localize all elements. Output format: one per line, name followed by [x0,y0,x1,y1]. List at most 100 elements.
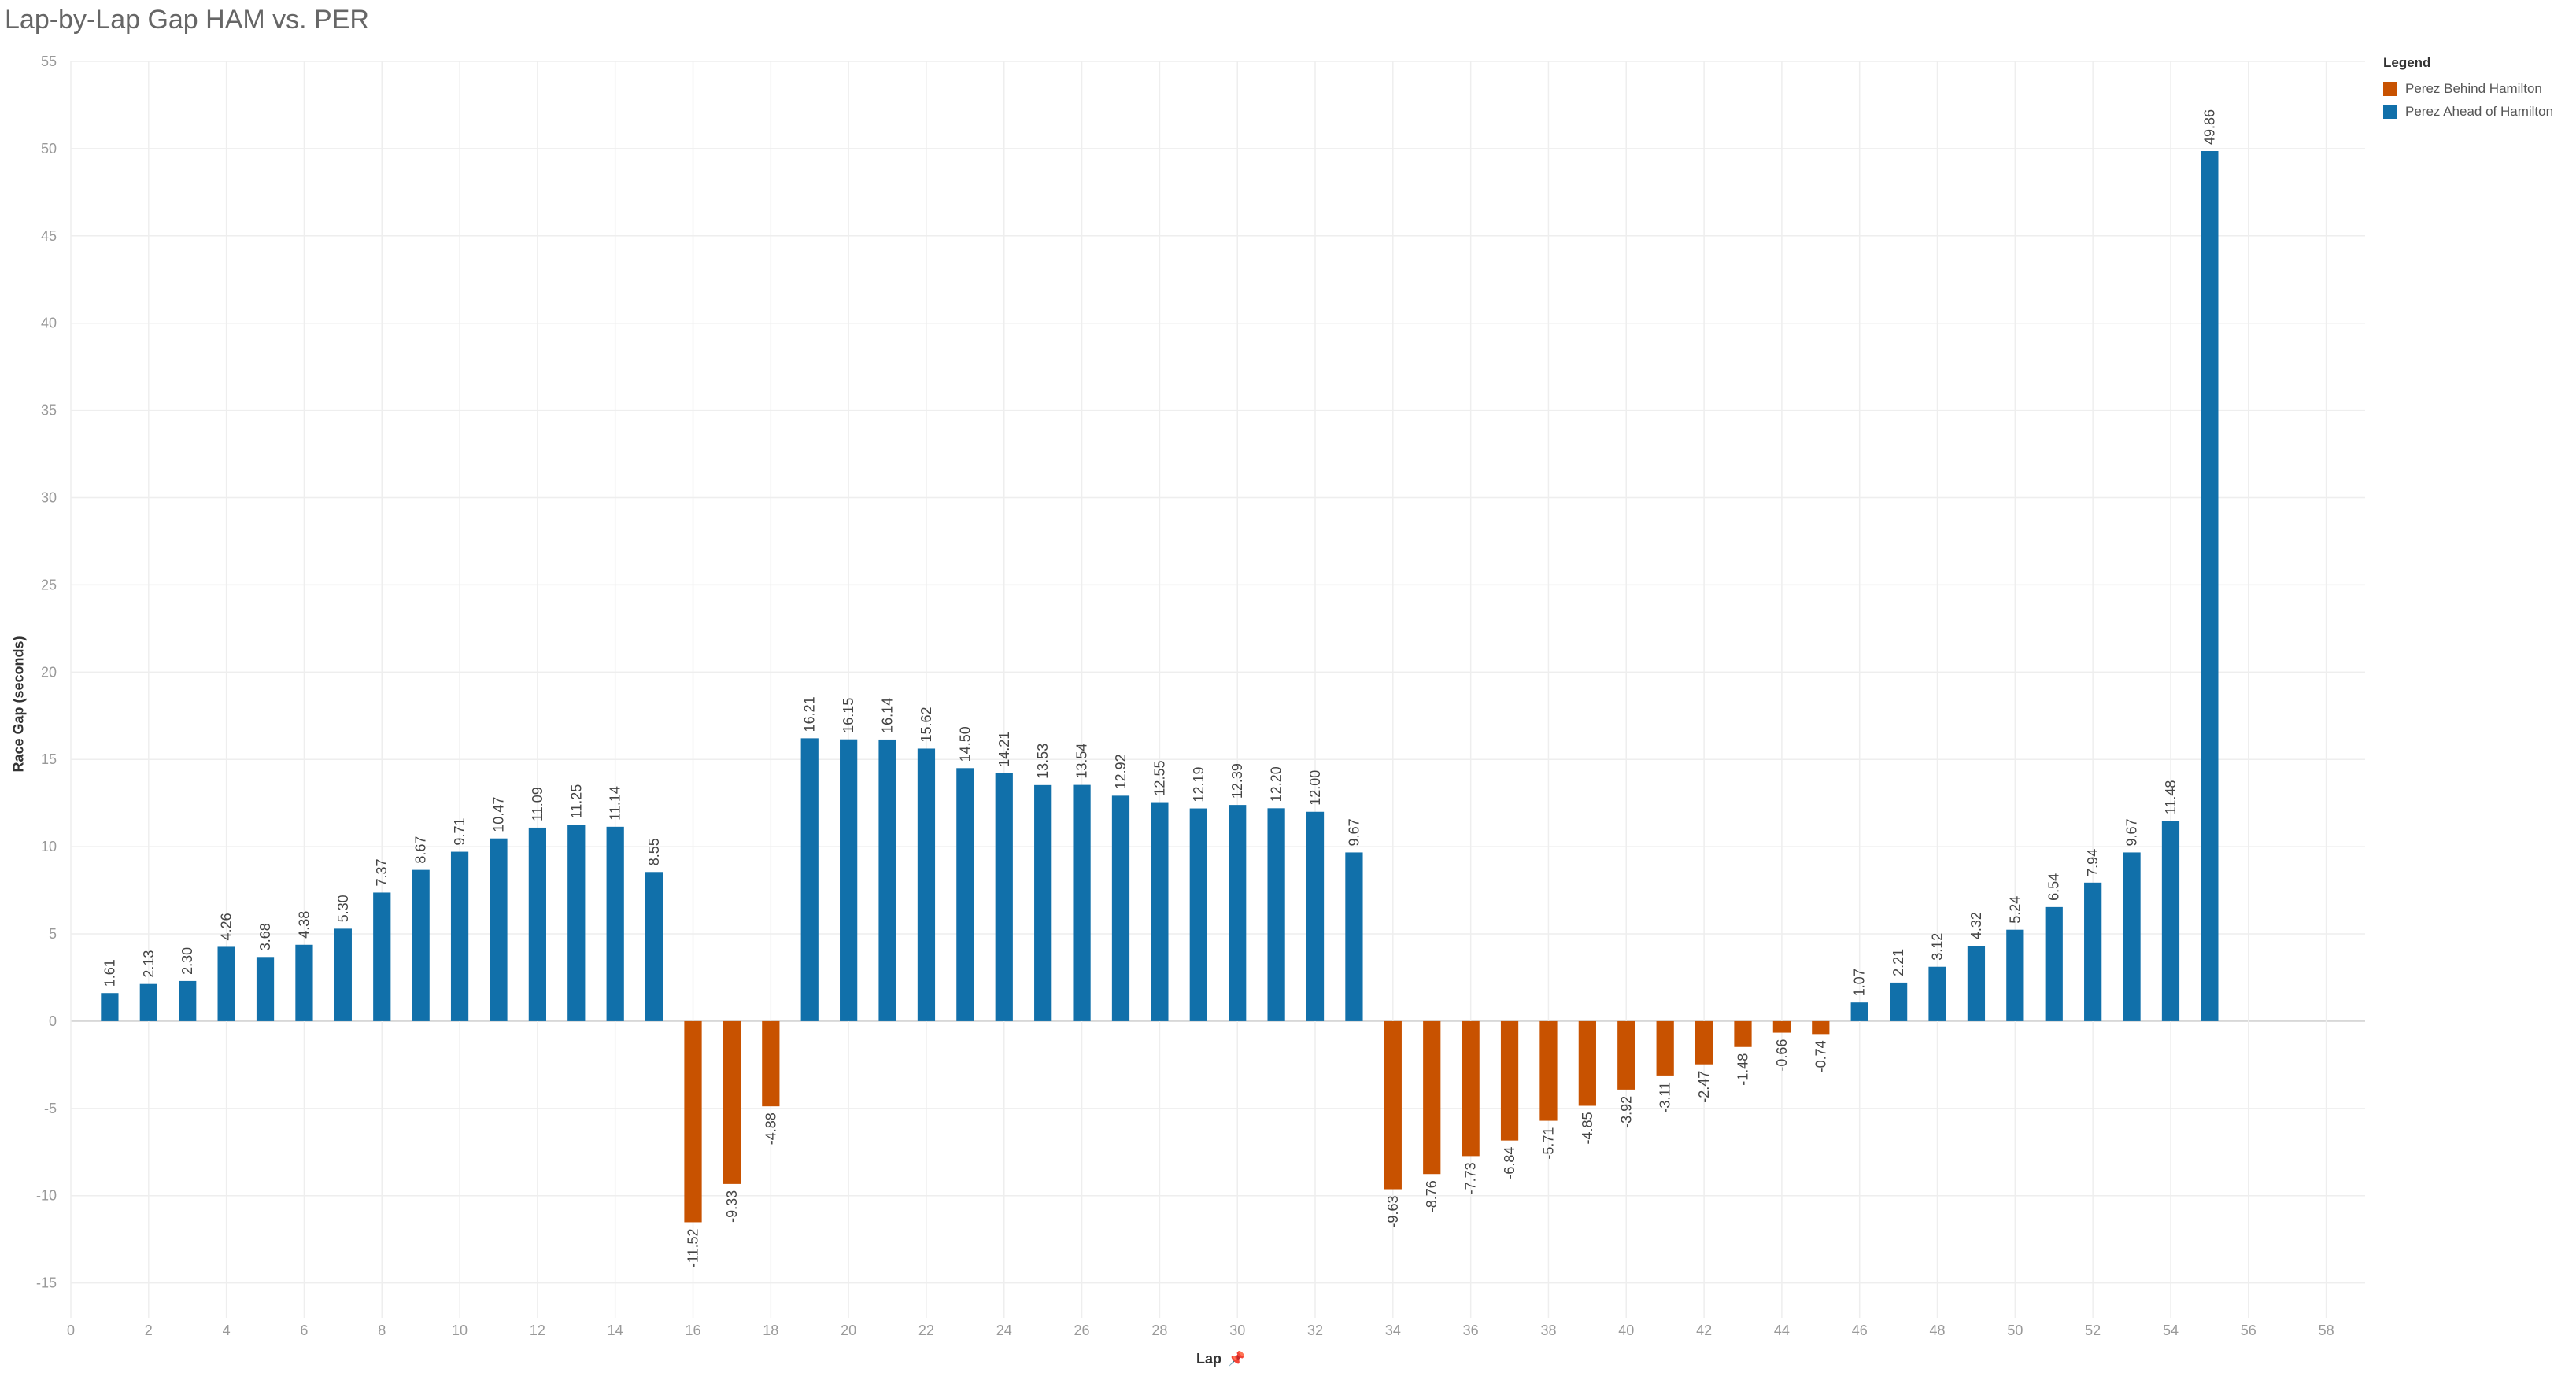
data-label-lap-45: -0.74 [1813,1040,1828,1072]
bar-lap-33 [1345,852,1363,1021]
bar-lap-9 [412,869,430,1021]
data-label-lap-37: -6.84 [1502,1147,1517,1179]
y-tick-label: 5 [49,926,57,942]
x-tick-label: 52 [2085,1323,2101,1338]
y-axis-title: Race Gap (seconds) [10,636,27,773]
data-label-lap-17: -9.33 [724,1190,740,1223]
legend-title: Legend [2383,55,2431,70]
data-label-lap-24: 14.21 [996,732,1012,767]
data-label-lap-34: -9.63 [1385,1196,1401,1228]
bar-lap-44 [1772,1020,1791,1033]
legend-swatch-behind [2383,81,2397,96]
x-tick-label: 40 [1618,1323,1634,1338]
data-label-lap-3: 2.30 [179,947,195,975]
data-label-lap-47: 2.21 [1890,949,1906,976]
data-label-lap-51: 6.54 [2046,873,2062,901]
y-tick-label: 10 [41,839,57,854]
bar-lap-13 [567,825,586,1021]
data-label-lap-28: 12.55 [1151,761,1167,796]
bar-lap-50 [2006,929,2024,1021]
bar-lap-41 [1656,1020,1674,1076]
data-label-lap-12: 11.09 [530,787,545,821]
bar-lap-15 [645,872,663,1021]
x-tick-label: 6 [300,1323,308,1338]
x-tick-label: 44 [1774,1323,1790,1338]
bar-lap-11 [490,838,508,1021]
bar-lap-19 [800,738,819,1021]
data-label-lap-48: 3.12 [1930,933,1946,961]
data-label-lap-10: 9.71 [452,818,468,846]
bar-lap-8 [373,892,391,1021]
bar-lap-18 [762,1020,780,1107]
data-label-lap-21: 16.14 [880,698,896,733]
data-labels: 1.61 2.13 2.30 4.26 3.68 4.38 5.30 7.37 8.67 9.71… [102,109,2217,1267]
bar-lap-32 [1306,811,1325,1021]
legend-item-behind[interactable]: Perez Behind Hamilton [2383,77,2553,100]
data-label-lap-50: 5.24 [2007,896,2023,924]
data-label-lap-8: 7.37 [374,858,390,886]
bar-lap-55 [2201,151,2219,1021]
x-tick-label: 36 [1463,1323,1479,1338]
x-tick-labels: 0 2 4 6 8 10 12 14 16 18 20 22 24 26 28 30 32 34 36 38 40 42 4… [67,1323,2334,1338]
x-tick-label: 50 [2007,1323,2023,1338]
x-tick-label: 22 [918,1323,934,1338]
x-tick-label: 32 [1307,1323,1323,1338]
y-tick-label: -15 [36,1275,57,1291]
data-label-lap-29: 12.19 [1191,767,1207,803]
bar-lap-4 [217,946,235,1021]
bar-lap-25 [1034,784,1052,1021]
legend-swatch-ahead [2383,104,2397,119]
data-label-lap-43: -1.48 [1735,1053,1750,1086]
y-tick-label: 30 [41,490,57,506]
data-label-lap-52: 7.94 [2085,849,2101,876]
data-label-lap-44: -0.66 [1774,1039,1790,1072]
data-label-lap-42: -2.47 [1696,1071,1712,1103]
bar-lap-5 [256,957,275,1021]
bar-lap-27 [1111,795,1130,1021]
bar-lap-22 [917,748,936,1021]
data-label-lap-49: 4.32 [1968,912,1984,939]
data-label-lap-31: 12.20 [1269,766,1284,802]
bar-lap-2 [139,983,157,1021]
bar-lap-26 [1073,784,1091,1021]
x-axis-title[interactable]: Lap 📌 [1196,1351,1245,1367]
x-tick-label: 18 [763,1323,778,1338]
x-tick-label: 16 [685,1323,700,1338]
data-label-lap-7: 5.30 [335,895,351,922]
bar-lap-28 [1151,802,1169,1021]
x-tick-label: 20 [841,1323,856,1338]
x-tick-label: 28 [1151,1323,1167,1338]
bar-lap-1 [101,993,119,1021]
bar-lap-10 [450,851,469,1021]
bar-lap-45 [1812,1020,1830,1035]
bar-lap-48 [1928,966,1946,1021]
data-label-lap-15: 8.55 [646,838,662,865]
bar-lap-16 [684,1020,702,1223]
data-label-lap-55: 49.86 [2201,109,2217,145]
y-tick-labels: -15 -10 -5 0 5 10 15 20 25 30 35 40 45 50 55 [36,54,57,1291]
x-tick-label: 42 [1696,1323,1712,1338]
bar-lap-14 [606,826,624,1021]
data-label-lap-14: 11.14 [608,786,623,821]
data-label-lap-40: -3.92 [1618,1096,1634,1128]
x-tick-label: 30 [1229,1323,1245,1338]
bar-lap-52 [2084,882,2102,1021]
bar-lap-29 [1189,808,1207,1021]
bar-lap-30 [1229,805,1247,1021]
legend-item-ahead[interactable]: Perez Ahead of Hamilton [2383,100,2553,123]
bar-lap-34 [1384,1020,1402,1190]
bars [101,151,2219,1223]
y-tick-label: 35 [41,403,57,419]
bar-lap-46 [1850,1002,1868,1021]
x-tick-label: 46 [1852,1323,1868,1338]
data-label-lap-5: 3.68 [257,923,273,950]
x-tick-label: 54 [2163,1323,2179,1338]
y-tick-label: 20 [41,664,57,680]
data-label-lap-18: -4.88 [763,1112,778,1145]
x-tick-label: 56 [2241,1323,2256,1338]
bar-lap-12 [528,827,546,1021]
pin-icon[interactable]: 📌 [1228,1351,1246,1367]
y-tick-label: -5 [44,1101,57,1116]
data-label-lap-46: 1.07 [1852,969,1868,996]
